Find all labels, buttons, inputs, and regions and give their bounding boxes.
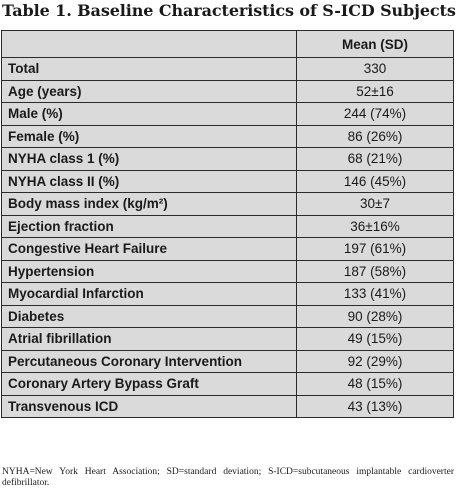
row-label: NYHA class II (%)	[1, 169, 297, 193]
row-value: 197 (61%)	[296, 237, 454, 261]
row-label: Congestive Heart Failure	[1, 237, 297, 261]
row-label: Diabetes	[1, 304, 297, 328]
table-row: Female (%) 86 (26%)	[1, 124, 454, 148]
row-value: 48 (15%)	[296, 372, 454, 396]
row-label: Male (%)	[1, 102, 297, 126]
row-label: Body mass index (kg/m²)	[1, 192, 297, 216]
header-mean-sd-cell: Mean (SD)	[296, 30, 454, 58]
row-value: 68 (21%)	[296, 147, 454, 171]
header-label-cell	[1, 30, 297, 58]
row-label: NYHA class 1 (%)	[1, 147, 297, 171]
row-value: 133 (41%)	[296, 282, 454, 306]
row-label: Atrial fibrillation	[1, 327, 297, 351]
baseline-characteristics-table: Mean (SD) Total 330 Age (years) 52±16 Ma…	[1, 30, 454, 418]
row-value: 244 (74%)	[296, 102, 454, 126]
row-value: 330	[296, 57, 454, 81]
table-footnote: NYHA=New York Heart Association; SD=stan…	[2, 467, 454, 488]
row-value: 30±7	[296, 192, 454, 216]
table-row: Diabetes 90 (28%)	[1, 304, 454, 328]
table-row: NYHA class 1 (%) 68 (21%)	[1, 147, 454, 171]
table-row: Atrial fibrillation 49 (15%)	[1, 327, 454, 351]
table-row: Transvenous ICD 43 (13%)	[1, 394, 454, 418]
table-header-row: Mean (SD)	[1, 30, 454, 58]
row-value: 36±16%	[296, 214, 454, 238]
row-value: 92 (29%)	[296, 349, 454, 373]
row-value: 86 (26%)	[296, 124, 454, 148]
row-value: 90 (28%)	[296, 304, 454, 328]
row-label: Female (%)	[1, 124, 297, 148]
row-value: 187 (58%)	[296, 259, 454, 283]
table-row: Body mass index (kg/m²) 30±7	[1, 192, 454, 216]
table-row: Congestive Heart Failure 197 (61%)	[1, 237, 454, 261]
table-row: Male (%) 244 (74%)	[1, 102, 454, 126]
table-title: Table 1. Baseline Characteristics of S-I…	[2, 1, 456, 20]
table-row: Ejection fraction 36±16%	[1, 214, 454, 238]
row-value: 52±16	[296, 79, 454, 103]
row-label: Transvenous ICD	[1, 394, 297, 418]
table-row: Total 330	[1, 57, 454, 81]
row-label: Coronary Artery Bypass Graft	[1, 372, 297, 396]
table-row: Hypertension 187 (58%)	[1, 259, 454, 283]
row-label: Percutaneous Coronary Intervention	[1, 349, 297, 373]
row-value: 146 (45%)	[296, 169, 454, 193]
table-row: Coronary Artery Bypass Graft 48 (15%)	[1, 372, 454, 396]
row-label: Age (years)	[1, 79, 297, 103]
row-label: Hypertension	[1, 259, 297, 283]
table-row: NYHA class II (%) 146 (45%)	[1, 169, 454, 193]
row-value: 43 (13%)	[296, 394, 454, 418]
row-value: 49 (15%)	[296, 327, 454, 351]
row-label: Myocardial Infarction	[1, 282, 297, 306]
row-label: Total	[1, 57, 297, 81]
table-row: Age (years) 52±16	[1, 79, 454, 103]
row-label: Ejection fraction	[1, 214, 297, 238]
table-row: Percutaneous Coronary Intervention 92 (2…	[1, 349, 454, 373]
table-row: Myocardial Infarction 133 (41%)	[1, 282, 454, 306]
